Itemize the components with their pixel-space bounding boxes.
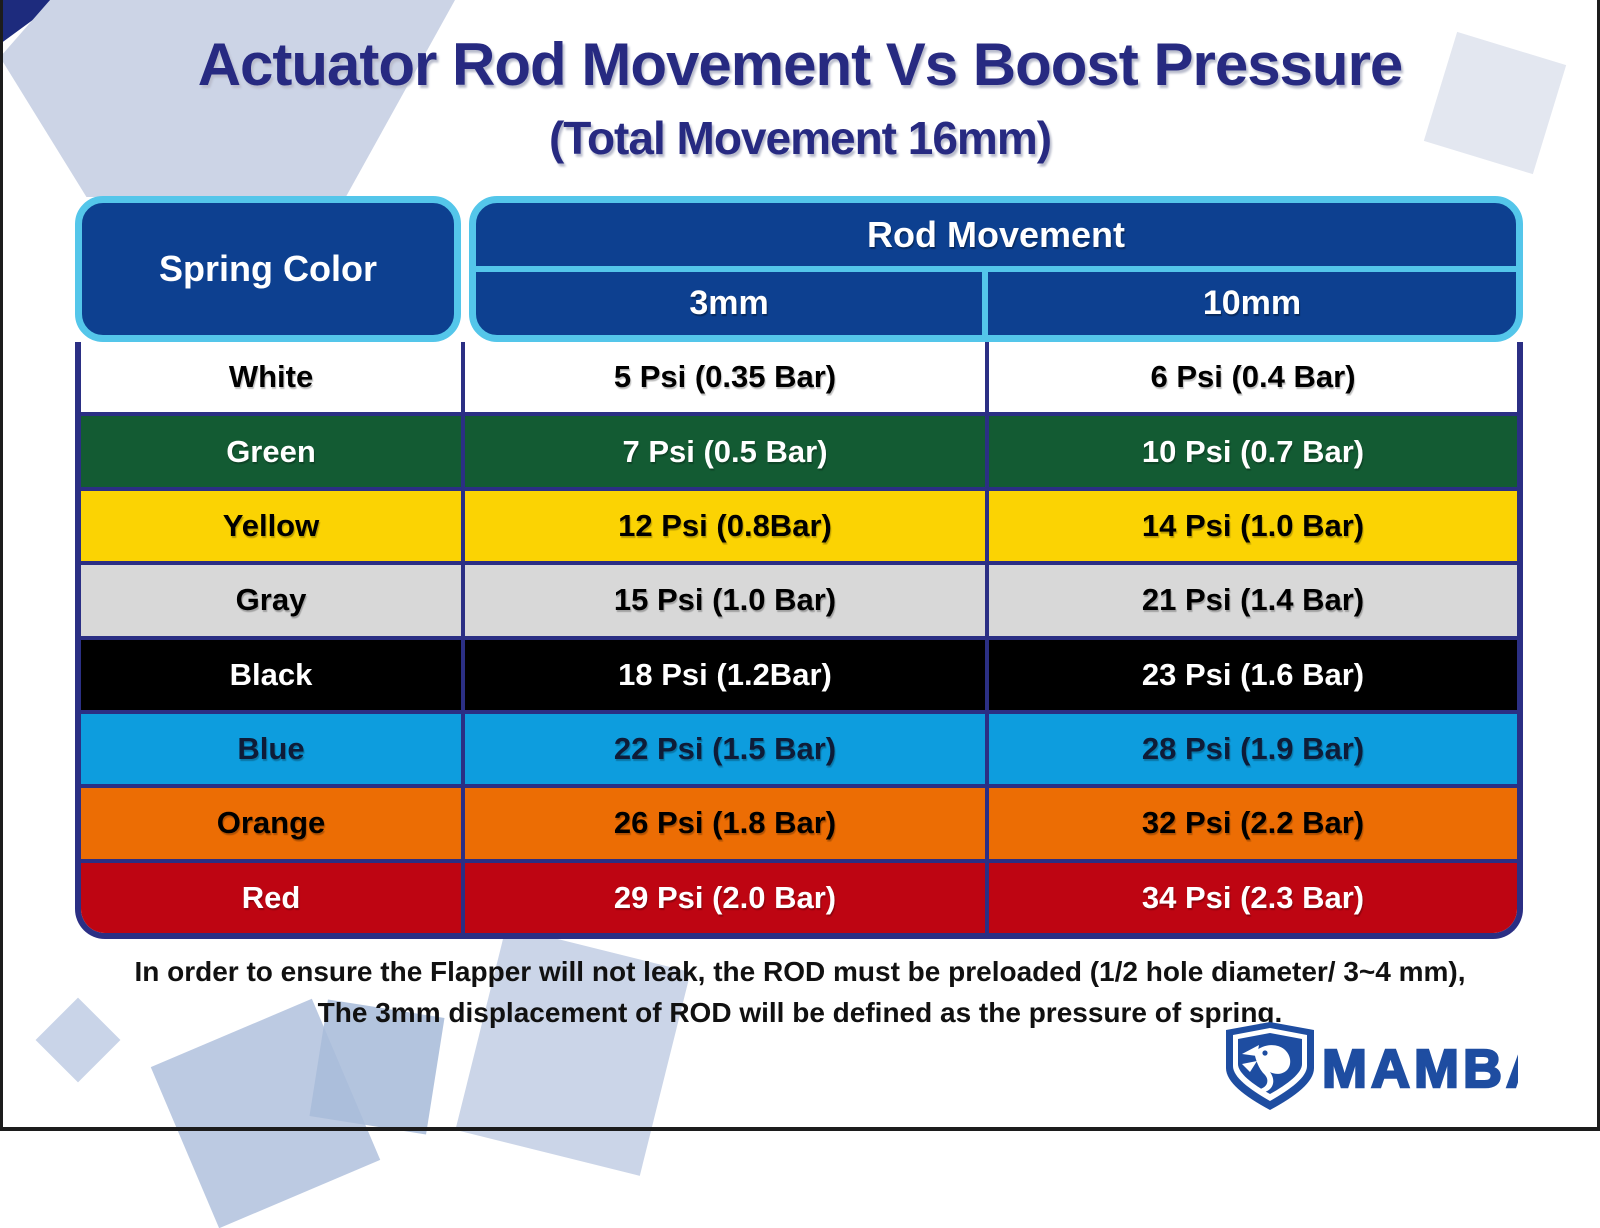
column-header-10mm: 10mm: [1202, 284, 1302, 322]
note-line-1: In order to ensure the Flapper will not …: [134, 956, 1466, 987]
spring-color-cell: Yellow: [222, 507, 320, 543]
psi-3mm-cell: 12 Psi (0.8Bar): [461, 490, 985, 562]
psi-10mm-cell: 10 Psi (0.7 Bar): [985, 416, 1517, 487]
rod-movement-header-label: Rod Movement: [476, 203, 1516, 272]
spring-color-header: Spring Color: [75, 196, 461, 342]
psi-3mm-cell: 18 Psi (1.2Bar): [461, 639, 985, 710]
spring-color-cell: Orange: [216, 805, 326, 841]
table-row-blue: Blue 22 Psi (1.5 Bar) 28 Psi (1.9 Bar): [81, 709, 1517, 785]
footer-note: In order to ensure the Flapper will not …: [0, 952, 1600, 1033]
psi-3mm-cell: 22 Psi (1.5 Bar): [461, 713, 985, 785]
mamba-wordmark: MAMBA: [1322, 1039, 1518, 1099]
psi-10mm-cell: 34 Psi (2.3 Bar): [985, 862, 1517, 933]
spring-color-cell: Blue: [237, 731, 305, 767]
psi-3mm-cell: 7 Psi (0.5 Bar): [461, 416, 985, 487]
table-row-red: Red 29 Psi (2.0 Bar) 34 Psi (2.3 Bar): [81, 858, 1517, 933]
psi-10mm-cell: 32 Psi (2.2 Bar): [985, 788, 1517, 859]
pressure-table: White 5 Psi (0.35 Bar) 6 Psi (0.4 Bar) G…: [75, 342, 1523, 939]
psi-3mm-cell: 29 Psi (2.0 Bar): [461, 862, 985, 933]
psi-10mm-cell: 14 Psi (1.0 Bar): [985, 490, 1517, 562]
spring-color-cell: Black: [229, 656, 313, 692]
note-line-2: The 3mm displacement of ROD will be defi…: [317, 996, 1283, 1028]
psi-10mm-cell: 23 Psi (1.6 Bar): [985, 639, 1517, 710]
spring-color-cell: Green: [226, 433, 316, 469]
table-row-white: White 5 Psi (0.35 Bar) 6 Psi (0.4 Bar): [81, 342, 1517, 413]
table-row-green: Green 7 Psi (0.5 Bar) 10 Psi (0.7 Bar): [81, 412, 1517, 487]
title-block: Actuator Rod Movement Vs Boost Pressure …: [0, 30, 1600, 165]
column-header-3mm: 3mm: [476, 272, 988, 335]
psi-3mm-cell: 26 Psi (1.8 Bar): [461, 788, 985, 859]
table-row-yellow: Yellow 12 Psi (0.8Bar) 14 Psi (1.0 Bar): [81, 486, 1517, 562]
table-header: Spring Color Rod Movement 3mm 10mm: [75, 196, 1523, 342]
psi-10mm-cell: 21 Psi (1.4 Bar): [985, 565, 1517, 636]
table-row-orange: Orange 26 Psi (1.8 Bar) 32 Psi (2.2 Bar): [81, 784, 1517, 859]
spring-color-cell: Gray: [235, 582, 307, 618]
table-row-black: Black 18 Psi (1.2Bar) 23 Psi (1.6 Bar): [81, 635, 1517, 710]
psi-10mm-cell: 6 Psi (0.4 Bar): [985, 342, 1517, 413]
psi-3mm-cell: 5 Psi (0.35 Bar): [461, 342, 985, 413]
snake-shield-icon: MAMBA: [1226, 1022, 1518, 1110]
psi-10mm-cell: 28 Psi (1.9 Bar): [985, 713, 1517, 785]
rod-movement-header: Rod Movement 3mm 10mm: [469, 196, 1523, 342]
spring-color-cell: White: [228, 359, 314, 395]
table-row-gray: Gray 15 Psi (1.0 Bar) 21 Psi (1.4 Bar): [81, 561, 1517, 636]
psi-3mm-cell: 15 Psi (1.0 Bar): [461, 565, 985, 636]
page-subtitle: (Total Movement 16mm): [548, 112, 1052, 164]
spring-color-cell: Red: [241, 879, 301, 915]
page-title: Actuator Rod Movement Vs Boost Pressure: [197, 31, 1404, 98]
mamba-logo: MAMBA: [1218, 1018, 1518, 1114]
